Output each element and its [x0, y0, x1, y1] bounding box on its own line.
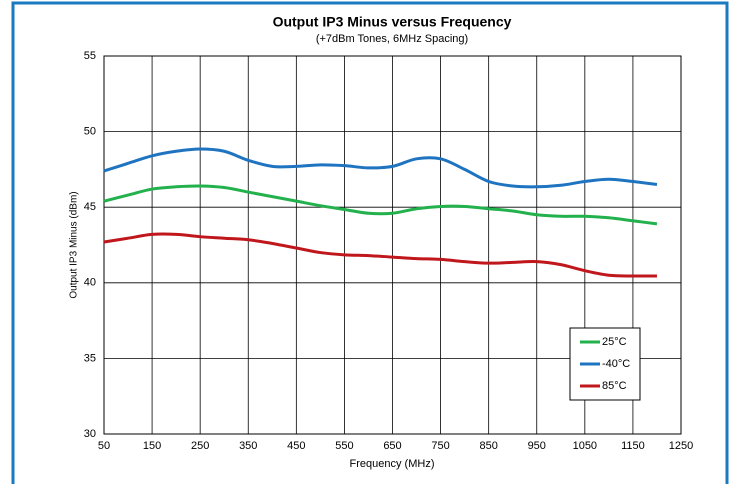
y-tick-label: 30: [84, 428, 96, 440]
x-tick-label: 850: [479, 440, 497, 452]
series-line: [103, 232, 657, 278]
series-line: [103, 184, 658, 226]
y-tick-label: 45: [84, 201, 96, 213]
x-tick-label: 950: [528, 440, 546, 452]
x-tick-label: 250: [191, 440, 209, 452]
y-tick-label: 40: [84, 277, 96, 289]
legend-label: -40°C: [602, 358, 630, 370]
series-line: [103, 147, 658, 189]
x-tick-label: 350: [239, 440, 257, 452]
x-axis-label: Frequency (MHz): [350, 458, 435, 470]
x-tick-label: 1050: [573, 440, 597, 452]
chart-title: Output IP3 Minus versus Frequency: [273, 14, 512, 30]
x-tick-label: 50: [98, 440, 110, 452]
y-tick-label: 50: [84, 126, 96, 138]
x-tick-label: 550: [335, 440, 353, 452]
x-tick-label: 1150: [621, 440, 645, 452]
x-tick-label: 450: [287, 440, 305, 452]
x-tick-label: 750: [431, 440, 449, 452]
legend-label: 85°C: [602, 380, 627, 392]
legend-label: 25°C: [602, 336, 627, 348]
y-axis-label: Output IP3 Minus (dBm): [69, 191, 80, 298]
x-tick-label: 650: [383, 440, 401, 452]
x-tick-label: 150: [143, 440, 161, 452]
y-tick-label: 55: [84, 50, 96, 62]
x-tick-label: 1250: [669, 440, 693, 452]
chart-subtitle: (+7dBm Tones, 6MHz Spacing): [316, 33, 468, 45]
y-tick-label: 35: [84, 352, 96, 364]
